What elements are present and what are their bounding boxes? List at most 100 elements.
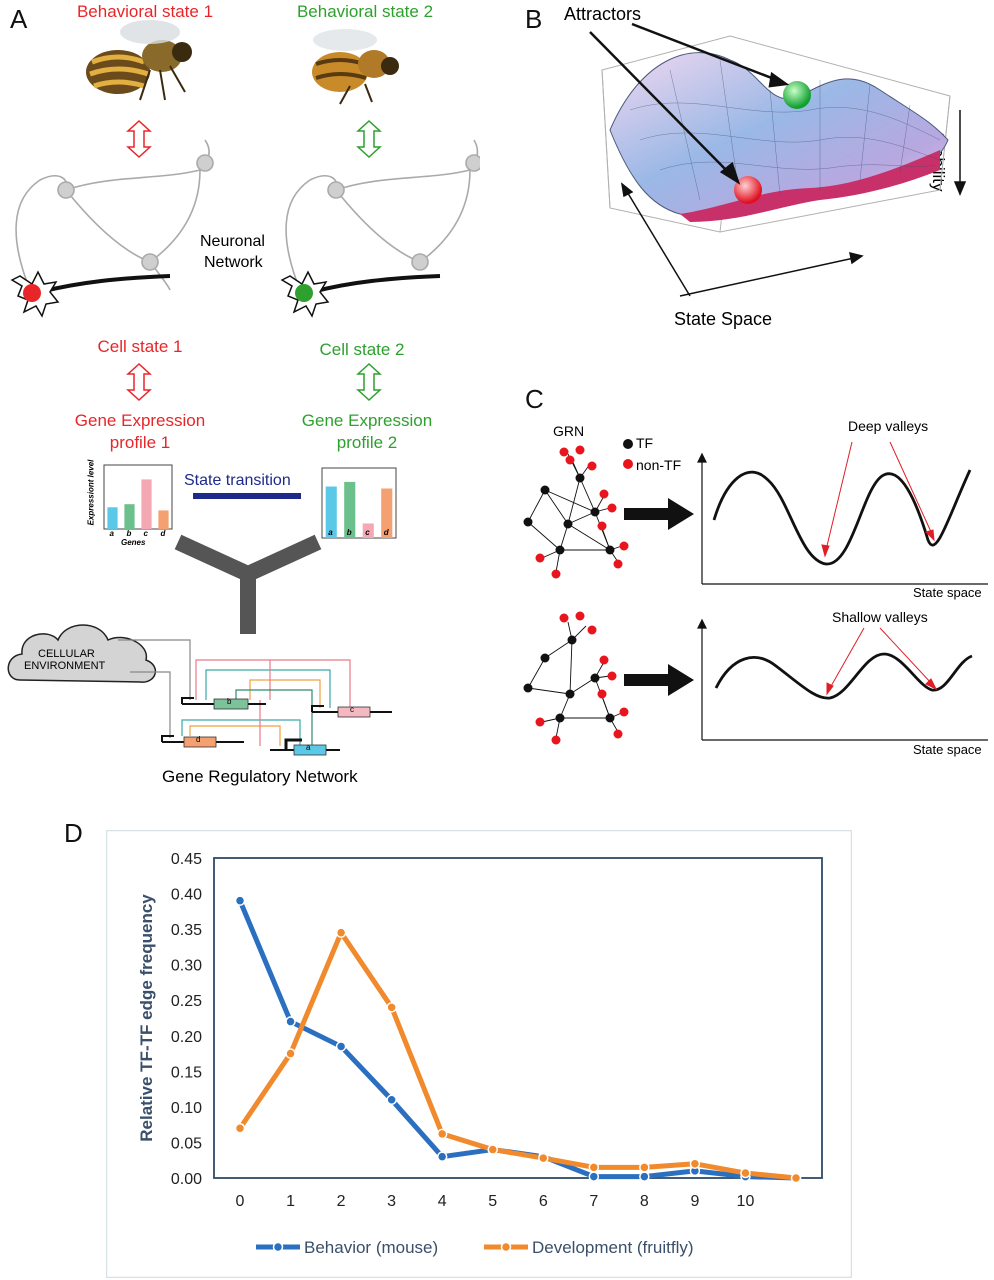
series-1-point (639, 1162, 650, 1173)
cell-state-2-label: Cell state 2 (319, 340, 405, 359)
gene-expression-profile-1-line2: profile 1 (109, 433, 171, 452)
y-tick-label: 0.05 (171, 1135, 202, 1152)
x-tick-label: 1 (286, 1193, 295, 1210)
shallow-valleys-curve (714, 652, 973, 700)
profile-2-bar-d (381, 488, 393, 538)
gene-tick-d: d (383, 528, 389, 537)
shallow-valleys-arrows (826, 627, 938, 696)
attractors-label: Attractors (564, 4, 642, 24)
double-arrow-green-2 (356, 362, 382, 402)
series-1-point (689, 1158, 701, 1170)
attractor-arrows (589, 22, 790, 185)
y-tick-label: 0.25 (171, 993, 202, 1010)
series-1-point (487, 1144, 498, 1155)
x-tick-label: 9 (690, 1193, 699, 1210)
series-1-point (335, 927, 347, 938)
profile-2-bar-b (344, 481, 356, 538)
gene-tick-b: b (126, 529, 132, 538)
series-1-point (588, 1162, 600, 1173)
x-tick-label: 4 (438, 1193, 447, 1210)
grn-gene-c (311, 705, 392, 718)
gene-tick-a: a (328, 528, 333, 537)
chart-y-ticks: 0.00 0.05 0.10 0.15 0.20 0.25 0.30 0.35 0.40 0.45 (171, 851, 202, 1188)
neuronal-network-label-line1: Neuronal (200, 233, 265, 250)
x-tick-label: 8 (640, 1193, 649, 1210)
y-tick-label: 0.45 (171, 851, 202, 868)
profile-2-bar-c (362, 523, 374, 538)
grn-label: GRN (553, 423, 585, 439)
series-0-point (285, 1016, 296, 1027)
legend-tf-dot (623, 439, 633, 449)
behavioral-state-1-label: Behavioral state 1 (76, 2, 214, 21)
profile-1-ylabel: Expressiont level (86, 459, 96, 526)
series-1-point (436, 1128, 448, 1140)
profile-1-bars (107, 479, 169, 529)
series-0-point (234, 895, 246, 906)
profile-2-gene-ticks: a b c d (322, 528, 396, 538)
grn-gene-label-a: a (306, 743, 311, 752)
series-1-point (234, 1122, 246, 1134)
profile-1-gene-ticks: a b c d (104, 529, 172, 539)
state-space-arrows (620, 182, 864, 297)
x-tick-label: 2 (337, 1193, 346, 1210)
panel-b-landscape (589, 22, 967, 297)
behavioral-state-2-label: Behavioral state 2 (296, 2, 434, 21)
bee-1-image (86, 20, 192, 101)
attractor-green-ball (783, 81, 811, 109)
series-line-1 (237, 930, 797, 1181)
chart-plot-area (213, 857, 823, 1179)
y-tick-label: 0.30 (171, 958, 202, 975)
neuronal-network-1 (10, 139, 214, 318)
chart-ylabel: Relative TF-TF edge frequency (137, 894, 156, 1142)
legend-marker-1 (500, 1241, 512, 1253)
panel-a-letter: A (10, 4, 28, 34)
gene-expression-profile-2-line2: profile 2 (336, 433, 398, 452)
state-space-label-c2: State space (913, 742, 982, 757)
merge-connector (174, 534, 322, 583)
profile-1-bar-b (124, 504, 135, 529)
panel-c-graphics (523, 439, 988, 745)
grn-network-bottom (523, 611, 629, 745)
grn-gene-label-b: b (227, 697, 232, 706)
state-transition-label: State transition (184, 472, 291, 489)
series-0-point (588, 1171, 600, 1182)
state-space-label-b: State Space (674, 309, 773, 329)
merge-connector-stem (240, 572, 256, 634)
chart-x-ticks: 0 1 2 3 4 5 6 7 8 9 10 (236, 1193, 755, 1210)
x-tick-label: 3 (387, 1193, 396, 1210)
gene-expression-profile-1-line1: Gene Expression (74, 411, 206, 430)
profile-2-bar-a (325, 486, 337, 538)
y-tick-label: 0.35 (171, 922, 202, 939)
grn-gene-label-d: d (196, 735, 201, 744)
series-0-point (639, 1171, 650, 1182)
panel-b-letter: B (525, 4, 543, 34)
gene-tick-d: d (160, 529, 166, 538)
double-arrow-red-1 (126, 119, 152, 159)
series-1-point (386, 1002, 397, 1013)
big-arrow-top (624, 498, 694, 530)
landscape-edge (680, 150, 940, 222)
x-tick-label: 0 (236, 1193, 245, 1210)
gene-tick-c: c (143, 529, 148, 538)
y-tick-label: 0.10 (171, 1100, 202, 1117)
x-tick-label: 7 (589, 1193, 598, 1210)
profile-1-bar-d (158, 510, 169, 529)
state-space-label-c1: State space (913, 585, 982, 600)
cellular-environment-cloud (7, 624, 157, 683)
profile-2-bars (325, 481, 393, 538)
gene-tick-a: a (109, 529, 114, 538)
deep-valleys-curve (712, 469, 972, 566)
panel-a-graphics (7, 20, 480, 756)
series-0-point (386, 1094, 397, 1106)
cellular-environment-label-line2: ENVIRONMENT (24, 660, 106, 672)
panel-d-letter: D (64, 818, 83, 848)
attractor-red-ball (734, 176, 762, 204)
legend-label-0: Behavior (mouse) (304, 1238, 438, 1257)
landscape-axes-bottom (697, 618, 988, 741)
grn-gene-a (270, 738, 340, 756)
neuronal-network-label-line2: Network (204, 254, 263, 271)
gene-tick-c: c (365, 528, 370, 537)
series-0-point (436, 1151, 448, 1162)
y-tick-label: 0.20 (171, 1029, 202, 1046)
gene-tick-b: b (346, 528, 352, 537)
